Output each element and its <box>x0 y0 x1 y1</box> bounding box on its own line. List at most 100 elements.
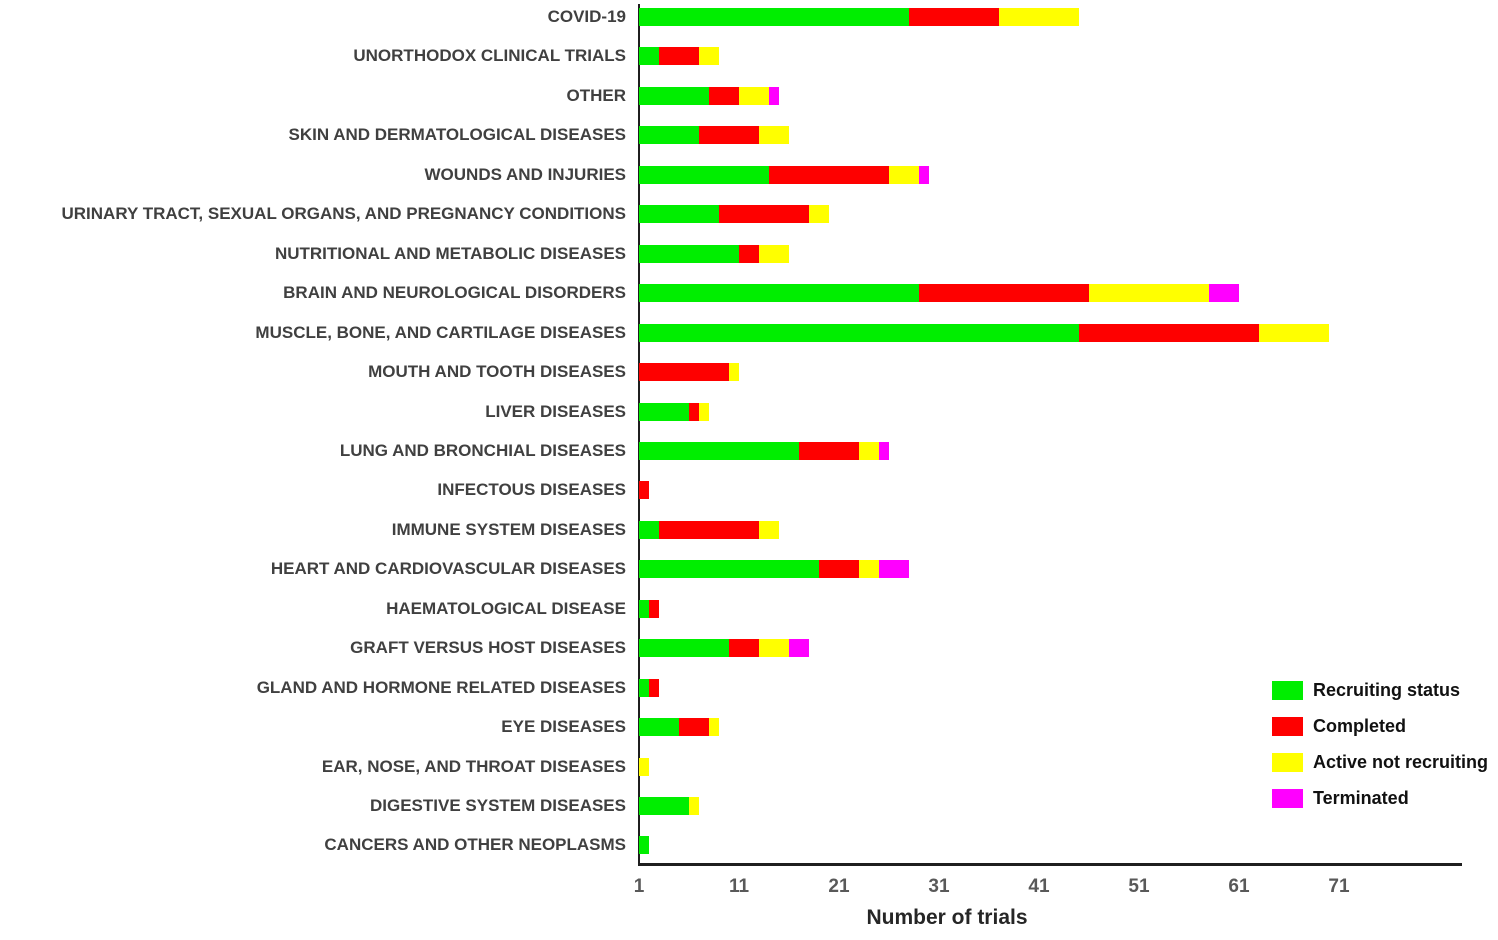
category-label: BRAIN AND NEUROLOGICAL DISORDERS <box>283 283 626 303</box>
category-label: MOUTH AND TOOTH DISEASES <box>368 362 626 382</box>
bar-segment-recruiting-status <box>639 639 729 658</box>
x-tick-label: 31 <box>928 876 950 897</box>
bar-segment-completed <box>679 718 709 737</box>
category-label: HAEMATOLOGICAL DISEASE <box>386 598 626 618</box>
bar-segment-recruiting-status <box>639 284 919 303</box>
bar-segment-active-not-recruiting <box>699 402 709 421</box>
bar-segment-recruiting-status <box>639 678 649 697</box>
bar-segment-completed <box>649 678 659 697</box>
bar-segment-recruiting-status <box>639 718 679 737</box>
bar-segment-active-not-recruiting <box>639 757 649 776</box>
bar-segment-completed <box>659 47 699 66</box>
bar-segment-recruiting-status <box>639 47 659 66</box>
bar-segment-recruiting-status <box>639 205 719 224</box>
bar-segment-completed <box>1079 323 1259 342</box>
legend-item-completed: Completed <box>1272 716 1406 736</box>
bar-segment-active-not-recruiting <box>1259 323 1329 342</box>
bar-segment-completed <box>719 205 809 224</box>
category-label: CANCERS AND OTHER NEOPLASMS <box>324 835 626 855</box>
legend-item-active-not-recruiting: Active not recruiting <box>1272 752 1488 772</box>
bar-segment-completed <box>739 244 759 263</box>
bar-segment-active-not-recruiting <box>699 47 719 66</box>
legend-swatch-completed <box>1272 716 1303 736</box>
category-label: MUSCLE, BONE, AND CARTILAGE DISEASES <box>255 322 626 342</box>
category-label: EAR, NOSE, AND THROAT DISEASES <box>321 756 626 776</box>
legend-label-completed: Completed <box>1313 715 1407 736</box>
bar-segment-active-not-recruiting <box>739 86 769 105</box>
bar-segment-terminated <box>769 86 779 105</box>
bar-segment-terminated <box>789 639 809 658</box>
bar-segment-recruiting-status <box>639 8 909 26</box>
bar-segment-active-not-recruiting <box>999 8 1079 26</box>
x-tick-label: 11 <box>728 876 750 897</box>
bar-segment-recruiting-status <box>639 165 769 184</box>
bar-segment-active-not-recruiting <box>709 718 719 737</box>
bar-segment-recruiting-status <box>639 126 699 145</box>
bar-segment-recruiting-status <box>639 797 689 815</box>
category-label: SKIN AND DERMATOLOGICAL DISEASES <box>288 125 626 145</box>
bar-segment-recruiting-status <box>639 86 709 105</box>
bar-segment-active-not-recruiting <box>809 205 829 224</box>
bar-segment-completed <box>699 126 759 145</box>
bar-segment-completed <box>769 165 889 184</box>
bar-segment-recruiting-status <box>639 323 1079 342</box>
bar-segment-completed <box>799 441 859 460</box>
category-label: LIVER DISEASES <box>485 401 626 421</box>
category-label: NUTRITIONAL AND METABOLIC DISEASES <box>274 243 626 263</box>
bar-segment-completed <box>639 481 649 500</box>
category-label: WOUNDS AND INJURIES <box>424 164 627 184</box>
bar-segment-completed <box>689 402 699 421</box>
bar-segment-active-not-recruiting <box>1089 284 1209 303</box>
category-label: GLAND AND HORMONE RELATED DISEASES <box>256 677 626 697</box>
x-axis-line <box>638 863 1462 866</box>
bar-segment-active-not-recruiting <box>859 441 879 460</box>
bar-segment-recruiting-status <box>639 244 739 263</box>
category-label: LUNG AND BRONCHIAL DISEASES <box>339 440 626 460</box>
legend-label-terminated: Terminated <box>1313 787 1409 808</box>
category-label: UNORTHODOX CLINICAL TRIALS <box>353 46 626 66</box>
x-tick-label: 51 <box>1128 876 1150 897</box>
category-label: HEART AND CARDIOVASCULAR DISEASES <box>270 559 626 579</box>
legend-label-active-not-recruiting: Active not recruiting <box>1313 751 1489 772</box>
bar-segment-recruiting-status <box>639 599 649 618</box>
bar-segment-active-not-recruiting <box>759 126 789 145</box>
x-tick-label: 41 <box>1028 876 1050 897</box>
x-tick-label: 61 <box>1228 876 1250 897</box>
bar-segment-terminated <box>879 441 889 460</box>
category-label: INFECTOUS DISEASES <box>437 480 626 500</box>
bar-segment-terminated <box>919 165 929 184</box>
bar-segment-completed <box>639 363 729 382</box>
bar-segment-completed <box>709 86 739 105</box>
bar-segment-terminated <box>1209 284 1239 303</box>
bar-segment-completed <box>729 639 759 658</box>
x-tick-label: 71 <box>1328 876 1350 897</box>
bar-segment-recruiting-status <box>639 402 689 421</box>
category-label: OTHER <box>566 85 627 105</box>
bar-segment-active-not-recruiting <box>759 639 789 658</box>
category-label: DIGESTIVE SYSTEM DISEASES <box>369 796 626 815</box>
bar-segment-active-not-recruiting <box>729 363 739 382</box>
category-label: URINARY TRACT, SEXUAL ORGANS, AND PREGNA… <box>61 204 626 224</box>
legend-label-recruiting-status: Recruiting status <box>1313 679 1461 700</box>
bar-segment-active-not-recruiting <box>889 165 919 184</box>
x-axis-title: Number of trials <box>866 906 1028 929</box>
bar-segment-completed <box>659 520 759 539</box>
category-label: GRAFT VERSUS HOST DISEASES <box>350 638 626 658</box>
bar-segment-completed <box>909 8 999 26</box>
legend-item-terminated: Terminated <box>1272 788 1409 808</box>
bar-segment-active-not-recruiting <box>689 797 699 815</box>
bar-segment-recruiting-status <box>639 520 659 539</box>
category-label: COVID-19 <box>547 7 626 26</box>
bar-segment-active-not-recruiting <box>759 520 779 539</box>
bar-segment-active-not-recruiting <box>759 244 789 263</box>
x-tick-label: 21 <box>828 876 850 897</box>
bar-segment-completed <box>819 560 859 579</box>
legend-swatch-active-not-recruiting <box>1272 752 1303 772</box>
legend-item-recruiting-status: Recruiting status <box>1272 680 1460 700</box>
x-tick-label: 1 <box>633 876 645 897</box>
category-label: IMMUNE SYSTEM DISEASES <box>391 519 626 539</box>
bar-segment-terminated <box>879 560 909 579</box>
y-axis-line <box>638 4 640 865</box>
legend-swatch-terminated <box>1272 788 1303 808</box>
